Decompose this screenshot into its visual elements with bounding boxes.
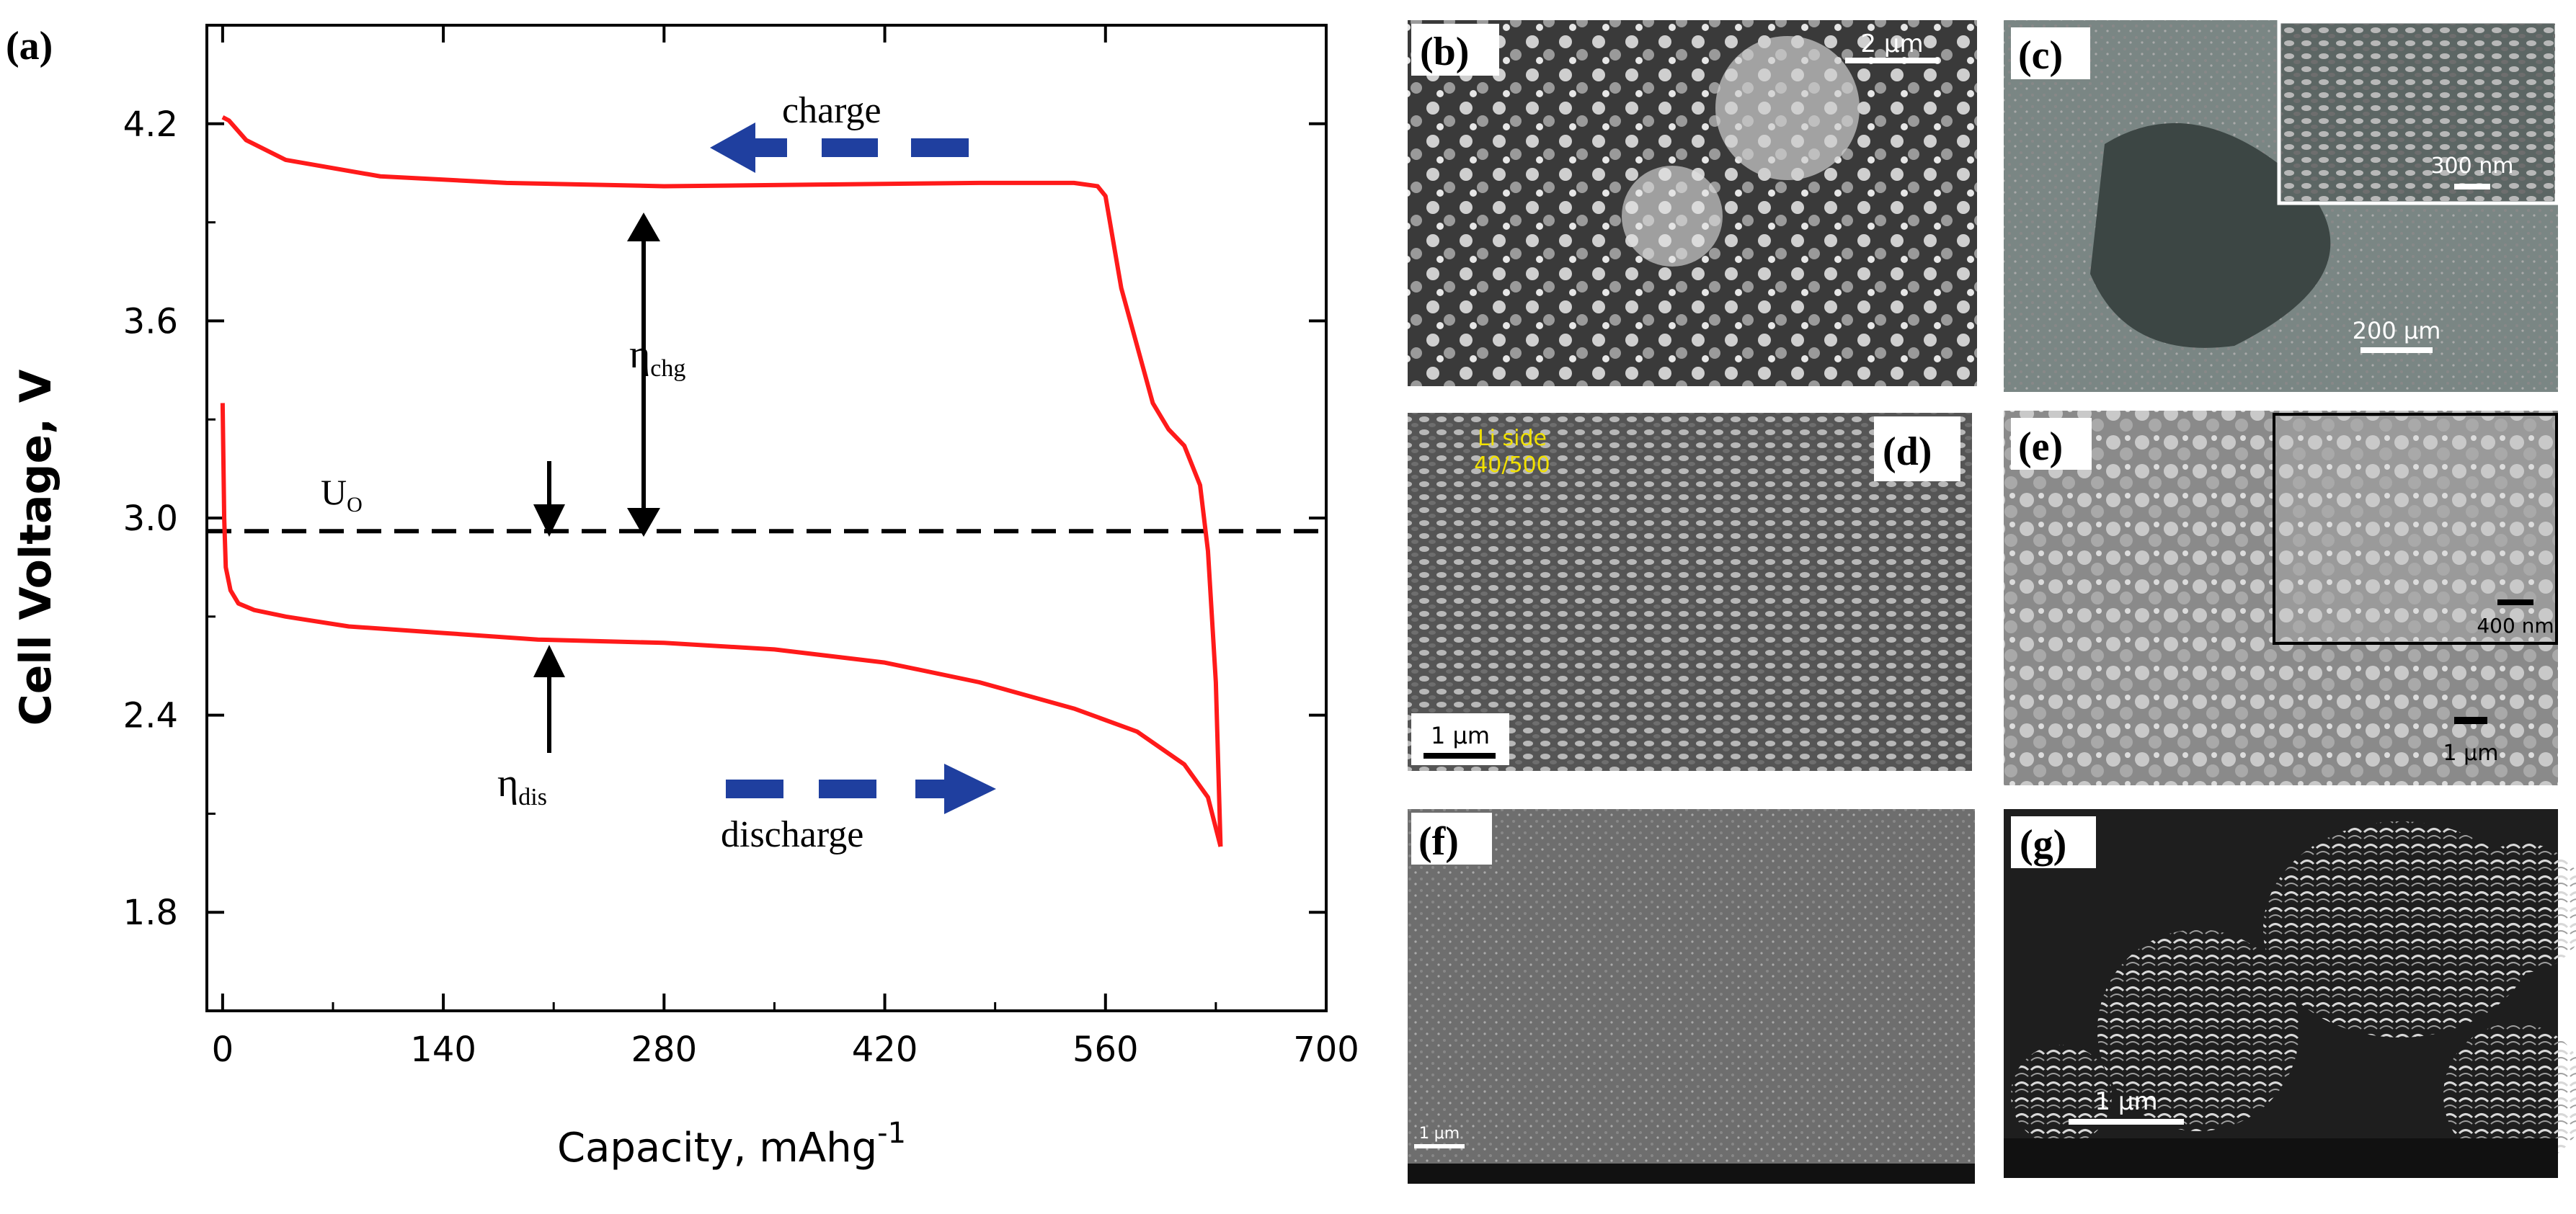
y-tick-labels: 1.8 2.4 3.0 3.6 4.2 [123,104,178,933]
panel-c-inset-scalebar: 300 nm [2430,153,2513,179]
uo-label: UO [321,472,363,517]
x-tick-labels: 0 140 280 420 560 700 [212,1030,1359,1070]
y-tick-label: 3.6 [123,301,178,342]
x-tick-label: 700 [1293,1030,1359,1070]
panel-f-scalebar: 1 μm [1419,1125,1460,1143]
panel-d-caption-line1: Li side [1478,426,1547,451]
x-tick-label: 420 [852,1030,918,1070]
eta-chg-label: ηchg [629,332,685,382]
panel-c-scalebar: 200 μm [2353,317,2441,344]
y-tick-label: 4.2 [123,104,178,145]
y-axis-title: Cell Voltage, V [11,369,61,726]
panel-label-e: (e) [2018,424,2063,469]
discharge-label: discharge [721,814,863,855]
eta-chg-arrow [627,213,660,537]
panel-d-caption-line2: 40/500 [1474,452,1550,478]
charge-direction-arrow [710,122,969,173]
x-tick-label: 140 [410,1030,476,1070]
x-tick-label: 280 [631,1030,698,1070]
panel-label-d: (d) [1883,429,1932,474]
x-tick-label: 560 [1072,1030,1139,1070]
eta-dis-label: ηdis [497,761,547,811]
panel-d-micrograph: Li side 40/500 (d) 1 μm [1408,413,1972,771]
panel-e-inset-scalebar: 400 nm [2477,614,2554,638]
panel-e-micrograph: (e) 400 nm 1 μm [2004,411,2558,785]
panel-c-micrograph: (c) 300 nm 200 μm [2004,19,2559,392]
eta-dis-arrows [533,461,565,753]
panel-label-c: (c) [2018,33,2063,78]
series-discharge-curve [220,403,1223,847]
panel-g-micrograph: (g) 1 μm [2004,809,2576,1178]
y-tick-label: 2.4 [123,696,178,736]
x-tick-label: 0 [212,1030,234,1070]
charge-label: charge [782,90,881,131]
plot-frame [205,24,1328,1012]
panel-a-chart: (a) 0 140 280 420 560 700 1.8 2.4 3.0 3.6 4.2 cha… [6,24,1359,1171]
discharge-direction-arrow [726,764,996,814]
series-charge-curve [221,115,1223,847]
y-tick-label: 3.0 [123,499,178,539]
panel-e-scalebar: 1 μm [2443,741,2499,766]
panel-b-micrograph: (b) 2 μm [1408,20,1977,386]
panel-label-b: (b) [1420,30,1469,74]
panel-d-scalebar: 1 μm [1431,722,1490,749]
panel-g-scalebar: 1 μm [2095,1087,2157,1116]
y-tick-label: 1.8 [123,893,178,933]
panel-label-a: (a) [6,24,53,68]
panel-b-scalebar: 2 μm [1860,30,1923,58]
panel-label-g: (g) [2020,822,2066,867]
x-axis-title: Capacity, mAhg-1 [557,1117,906,1171]
panel-f-micrograph: (f) 1 μm [1408,809,1975,1184]
axis-ticks [207,24,1328,1012]
panel-label-f: (f) [1418,819,1459,864]
